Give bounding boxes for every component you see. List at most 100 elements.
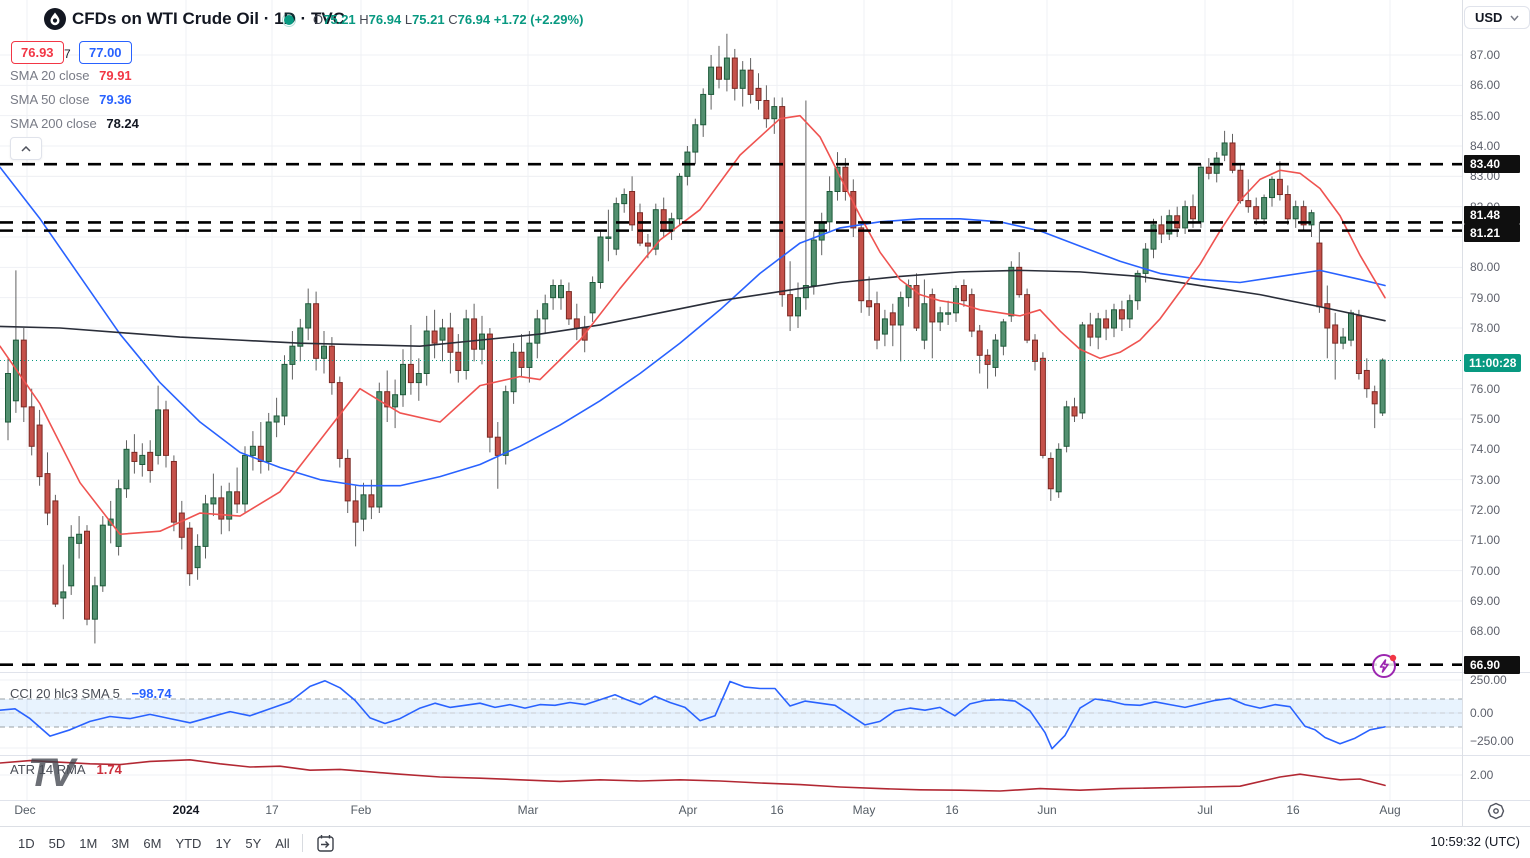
cci-legend[interactable]: CCI 20 hlc3 SMA 5 −98.74 [10,686,172,701]
time-tick-label: 17 [265,803,279,817]
sma200-value: 78.24 [106,116,139,131]
change-pct: (+2.29%) [530,12,584,27]
time-tick-label: Aug [1379,803,1401,817]
time-tick-label: May [852,803,876,817]
tradingview-watermark: TV [28,751,75,795]
chevron-down-icon [1510,15,1520,21]
bar-countdown-label: 11:00:28 [1464,354,1522,372]
sma50-label: SMA 50 close [10,92,90,107]
range-button-5y[interactable]: 5Y [245,835,262,851]
cci-band [0,698,1462,728]
cci-label: CCI 20 hlc3 SMA 5 [10,686,120,701]
candlestick-series [5,33,1386,644]
level-price-label: 81.21 [1464,224,1520,242]
calendar-icon [317,834,334,852]
grid-lines [0,0,1462,800]
range-buttons: 1D 5D 1M 3M 6M YTD 1Y 5Y All [18,836,290,851]
time-tick-label: Apr [678,803,698,817]
price-tick-label: 76.00 [1470,381,1501,396]
time-tick-label: Dec [14,803,36,817]
atr-label: ATR 14 RMA [10,762,85,777]
sma20-label: SMA 20 close [10,68,90,83]
pane-separators [0,0,1530,826]
alert-icon[interactable] [1370,651,1400,686]
ohlc-key: H [359,12,369,27]
bottom-toolbar: 1D 5D 1M 3M 6M YTD 1Y 5Y All [0,826,1530,858]
cci-tick-label: −250.00 [1470,734,1514,748]
price-tick-label: 79.00 [1470,290,1501,305]
sma50-value: 79.36 [99,92,132,107]
sma50-line [0,166,1386,487]
price-tick-label: 70.00 [1470,563,1501,578]
instrument-logo-icon [44,8,66,30]
cci-tick-label: 0.00 [1470,706,1494,720]
ohlc-key: O [313,12,324,27]
ohlc-value: 76.94 [368,12,405,27]
symbol-title[interactable]: CFDs on WTI Crude Oil · 1D · TVC [72,9,345,28]
go-to-date-button[interactable] [315,833,336,854]
time-tick-label: 16 [945,803,959,817]
range-button-6m[interactable]: 6M [143,835,162,851]
atr-line [0,758,1386,792]
time-tick-label: Jul [1197,803,1213,817]
price-tick-label: 86.00 [1470,78,1501,93]
currency-dropdown[interactable]: USD [1464,6,1530,29]
spread-value: 7 [64,47,71,61]
range-button-ytd[interactable]: YTD [175,835,202,851]
collapse-legend-button[interactable] [10,137,42,160]
price-tick-label: 73.00 [1470,472,1501,487]
time-tick-label: Jun [1037,803,1057,817]
range-button-1d[interactable]: 1D [18,835,35,851]
range-button-1m[interactable]: 1M [79,835,98,851]
chevron-up-icon [21,145,31,152]
level-lines [0,162,1462,666]
ohlc-readout: O75.21 H76.94 L75.21 C76.94 +1.72 (+2.29… [313,12,583,27]
range-button-5d[interactable]: 5D [48,835,66,851]
ohlc-key: L [404,12,413,27]
price-tick-label: 69.00 [1470,593,1501,608]
range-button-all[interactable]: All [275,835,290,851]
price-tick-label: 74.00 [1470,442,1501,457]
time-tick-label: Feb [350,803,372,817]
sma50-legend[interactable]: SMA 50 close 79.36 [10,92,132,107]
time-tick-label: 2024 [172,803,200,817]
ohlc-value: 75.21 [323,12,360,27]
currency-value: USD [1475,10,1503,25]
price-tick-label: 68.00 [1470,624,1501,639]
price-tick-label: 84.00 [1470,138,1501,153]
atr-value: 1.74 [96,762,122,777]
time-tick-label: 16 [770,803,784,817]
price-tick-label: 85.00 [1470,108,1501,123]
range-button-3m[interactable]: 3M [111,835,130,851]
sma20-line [0,114,1386,536]
atr-legend[interactable]: ATR 14 RMA 1.74 [10,762,122,777]
change: +1.72 [493,12,531,27]
price-tick-label: 80.00 [1470,260,1501,275]
sma200-line [0,269,1386,347]
price-tick-label: 72.00 [1470,502,1501,517]
sma20-value: 79.91 [99,68,132,83]
ohlc-key: C [448,12,458,27]
price-tick-label: 75.00 [1470,411,1501,426]
cci-tick-label: 250.00 [1470,673,1507,687]
sma20-legend[interactable]: SMA 20 close 79.91 [10,68,132,83]
sell-price-button[interactable]: 76.93 [11,41,64,64]
time-tick-label: Mar [517,803,539,817]
ohlc-value: 75.21 [412,12,449,27]
buy-price-button[interactable]: 77.00 [79,41,132,64]
atr-tick-label: 2.00 [1470,768,1494,782]
range-button-1y[interactable]: 1Y [215,835,232,851]
utc-clock[interactable]: 10:59:32 (UTC) [1430,834,1520,849]
ohlc-value: 76.94 [457,12,494,27]
market-status-icon [282,13,296,32]
toolbar-divider [301,834,303,852]
level-price-label: 66.90 [1464,656,1520,674]
sma200-legend[interactable]: SMA 200 close 78.24 [10,116,139,131]
price-tick-label: 87.00 [1470,48,1501,62]
level-price-label: 81.48 [1464,206,1520,224]
axis-settings-gear-icon[interactable] [1486,801,1506,826]
cci-line [0,679,1386,750]
level-price-label: 83.40 [1464,155,1520,173]
